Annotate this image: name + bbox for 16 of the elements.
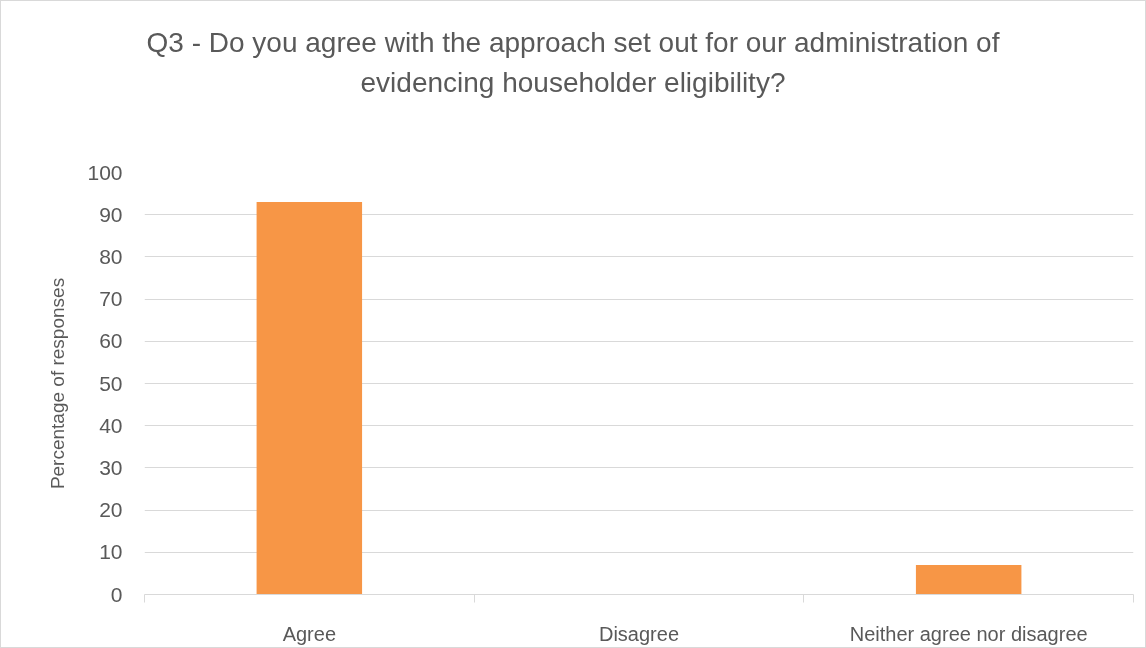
y-tick-label: 10 (99, 540, 123, 564)
x-tick-label: Agree (282, 622, 337, 645)
y-tick-label: 90 (99, 202, 123, 226)
x-tick-label: Neither agree nor disagree (849, 622, 1088, 645)
y-tick-label: 30 (99, 455, 123, 479)
y-tick-label: 20 (99, 498, 123, 522)
y-tick-label: 100 (87, 160, 123, 184)
chart-title: Q3 - Do you agree with the approach set out for our administration of evidencing householder eligibility? (145, 26, 1001, 100)
y-tick-label: 50 (99, 371, 123, 395)
y-tick-label: 80 (99, 244, 123, 268)
y-axis-title: Percentage of responses (47, 277, 69, 490)
y-tick-label: 0 (110, 582, 123, 606)
x-tick-label: Disagree (598, 622, 680, 645)
y-tick-label: 60 (99, 329, 123, 353)
y-tick-label: 70 (99, 287, 123, 311)
y-tick-label: 40 (99, 413, 123, 437)
